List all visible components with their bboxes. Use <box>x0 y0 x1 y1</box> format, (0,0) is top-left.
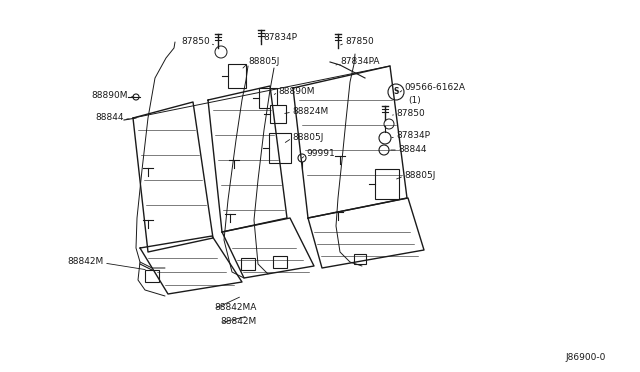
Bar <box>145 270 159 282</box>
Circle shape <box>388 84 404 100</box>
Text: S: S <box>394 87 399 96</box>
Circle shape <box>215 46 227 58</box>
Text: 88842M: 88842M <box>220 317 256 327</box>
Text: 87850: 87850 <box>181 38 210 46</box>
Text: 88805J: 88805J <box>404 171 435 180</box>
Text: 87850: 87850 <box>396 109 425 119</box>
Text: 99991: 99991 <box>306 150 335 158</box>
Text: 88824M: 88824M <box>292 108 328 116</box>
Bar <box>270 105 286 123</box>
Circle shape <box>379 145 389 155</box>
Text: 87834P: 87834P <box>263 33 297 42</box>
Bar <box>241 258 255 270</box>
Circle shape <box>133 94 139 100</box>
Bar <box>375 169 399 199</box>
Bar <box>228 64 246 88</box>
Text: 88890M: 88890M <box>278 87 314 96</box>
Circle shape <box>379 132 391 144</box>
Circle shape <box>298 154 306 162</box>
Text: 87834P: 87834P <box>396 131 430 141</box>
Text: 87834PA: 87834PA <box>340 58 380 67</box>
Bar <box>273 256 287 268</box>
Bar <box>259 88 277 108</box>
Text: 88890M: 88890M <box>92 90 128 99</box>
Text: 88805J: 88805J <box>292 134 323 142</box>
Text: 88842M: 88842M <box>68 257 104 266</box>
Text: 87850: 87850 <box>345 38 374 46</box>
Circle shape <box>384 119 394 129</box>
Text: 09566-6162A: 09566-6162A <box>404 83 465 93</box>
Bar <box>354 254 366 264</box>
Text: 88844: 88844 <box>95 113 124 122</box>
Text: J86900-0: J86900-0 <box>566 353 606 362</box>
Text: 88844: 88844 <box>398 145 426 154</box>
Bar <box>269 133 291 163</box>
Text: 88805J: 88805J <box>248 58 280 67</box>
Text: (1): (1) <box>408 96 420 105</box>
Text: 88842MA: 88842MA <box>214 304 257 312</box>
